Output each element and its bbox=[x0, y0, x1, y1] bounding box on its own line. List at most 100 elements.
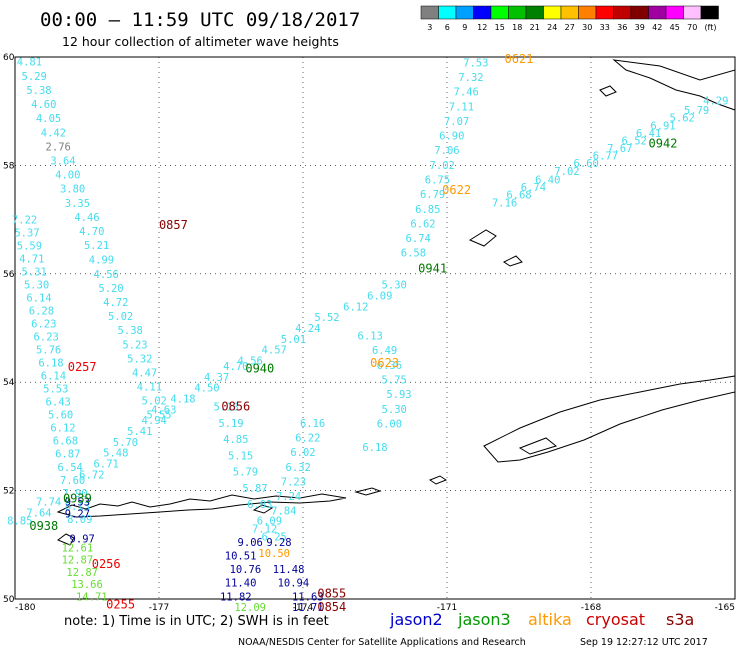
swh-value: 6.58 bbox=[401, 248, 426, 260]
lon-tick-label: -180 bbox=[15, 603, 36, 613]
swh-value: 6.90 bbox=[439, 131, 464, 143]
swh-value: 6.16 bbox=[300, 418, 325, 430]
swh-value: 6.75 bbox=[425, 174, 450, 186]
wave-height-values: 4.81 5.29 5.38 4.60 4.05 4.42 2.76 3.64 4.00 3.80… bbox=[7, 52, 728, 614]
swh-value: 5.31 bbox=[22, 267, 47, 279]
pass-time-label: 0855 bbox=[317, 587, 346, 601]
swh-value: 4.63 bbox=[151, 404, 176, 416]
lon-tick-label: -165 bbox=[715, 603, 735, 613]
legend-swatch bbox=[683, 5, 702, 20]
swh-value: 6.91 bbox=[650, 120, 675, 132]
swh-value: 7.53 bbox=[463, 57, 488, 69]
swh-value: 9.97 bbox=[70, 533, 95, 545]
swh-value: 6.28 bbox=[29, 306, 54, 318]
swh-value: 4.70 bbox=[223, 361, 248, 373]
swh-value: 4.42 bbox=[41, 127, 66, 139]
swh-value: 7.23 bbox=[281, 476, 306, 488]
lon-tick-label: -177 bbox=[149, 603, 169, 613]
legend-label: 27 bbox=[565, 23, 575, 32]
swh-value: 7.32 bbox=[458, 72, 483, 84]
swh-value: 5.41 bbox=[127, 426, 152, 438]
swh-value: 3.80 bbox=[60, 184, 85, 196]
swh-value: 4.56 bbox=[94, 269, 119, 281]
swh-value: 3.64 bbox=[50, 156, 75, 168]
pass-time-label: 0854 bbox=[317, 600, 346, 614]
swh-value: 6.62 bbox=[410, 218, 435, 230]
swh-value: 3.35 bbox=[65, 198, 90, 210]
swh-value: 6.23 bbox=[34, 332, 59, 344]
swh-value: 5.32 bbox=[127, 353, 152, 365]
swh-value: 10.94 bbox=[278, 578, 310, 590]
swh-value: 5.52 bbox=[314, 312, 339, 324]
swh-value: 4.24 bbox=[295, 323, 320, 335]
satellite-label: jason2 bbox=[389, 610, 443, 629]
lat-tick-label: 58 bbox=[3, 161, 15, 171]
swh-value: 5.15 bbox=[228, 450, 253, 462]
swh-value: 5.37 bbox=[14, 228, 39, 240]
legend-label: 30 bbox=[582, 23, 592, 32]
swh-value: 6.79 bbox=[420, 189, 445, 201]
swh-value: 6.68 bbox=[506, 190, 531, 202]
swh-value: 7.12 bbox=[252, 524, 277, 536]
legend-swatch bbox=[665, 5, 684, 20]
legend-swatch bbox=[613, 5, 632, 20]
swh-value: 6.23 bbox=[31, 319, 56, 331]
footnote: note: 1) Time is in UTC; 2) SWH is in fe… bbox=[64, 614, 329, 629]
land-islands bbox=[56, 59, 736, 546]
swh-value: 4.50 bbox=[194, 383, 219, 395]
pass-time-label: 0940 bbox=[245, 362, 274, 376]
legend-label: 33 bbox=[600, 23, 610, 32]
pass-time-label: 0255 bbox=[106, 597, 135, 611]
swh-value: 5.20 bbox=[98, 283, 123, 295]
swh-value: 5.38 bbox=[26, 85, 51, 97]
legend-swatch bbox=[578, 5, 597, 20]
swh-value: 10.76 bbox=[230, 564, 262, 576]
legend-unit: (ft) bbox=[704, 23, 716, 32]
swh-value: 11.40 bbox=[225, 578, 257, 590]
swh-value: 12.09 bbox=[234, 602, 266, 614]
swh-value: 5.75 bbox=[382, 374, 407, 386]
swh-value: 4.70 bbox=[79, 226, 104, 238]
swh-value: 6.32 bbox=[286, 462, 311, 474]
legend-label: 21 bbox=[530, 23, 540, 32]
swh-value: 6.74 bbox=[406, 233, 431, 245]
satellite-label: cryosat bbox=[586, 610, 645, 629]
swh-value: 7.46 bbox=[454, 87, 479, 99]
swh-value: 10.51 bbox=[225, 551, 257, 563]
lat-tick-label: 50 bbox=[3, 595, 15, 605]
map-title: 00:00 – 11:59 UTC 09/18/2017 bbox=[40, 9, 360, 31]
legend-swatch bbox=[543, 5, 562, 20]
swh-value: 6.60 bbox=[574, 158, 599, 170]
legend-label: 12 bbox=[477, 23, 487, 32]
swh-value: 10.50 bbox=[258, 548, 290, 560]
swh-value: 14.71 bbox=[76, 591, 108, 603]
legend-swatch bbox=[455, 5, 474, 20]
swh-value: 5.19 bbox=[218, 418, 243, 430]
swh-value: 4.56 bbox=[238, 356, 263, 368]
swh-value: 6.52 bbox=[622, 135, 647, 147]
swh-value: 7.06 bbox=[434, 145, 459, 157]
legend-swatch bbox=[508, 5, 527, 20]
swh-value: 5.53 bbox=[43, 384, 68, 396]
swh-value: 9.27 bbox=[65, 508, 90, 520]
swh-value: 6.71 bbox=[94, 459, 119, 471]
swh-value: 6.12 bbox=[50, 423, 75, 435]
swh-value: 5.70 bbox=[113, 437, 138, 449]
swh-value: 5.76 bbox=[36, 345, 61, 357]
swh-value: 12.61 bbox=[62, 543, 94, 555]
swh-value: 4.05 bbox=[36, 113, 61, 125]
swh-value: 5.79 bbox=[233, 467, 258, 479]
swh-value: 11.71 bbox=[292, 602, 324, 614]
axis-ticks: 60 58 56 54 52 50-180 -177 -174 -171 -168 -165 bbox=[3, 53, 735, 613]
swh-value: 8.09 bbox=[67, 514, 92, 526]
swh-value: 6.22 bbox=[295, 432, 320, 444]
swh-value: 4.46 bbox=[74, 212, 99, 224]
lat-tick-label: 60 bbox=[3, 53, 15, 63]
legend-swatch bbox=[595, 5, 614, 20]
swh-value: 11.63 bbox=[292, 591, 324, 603]
swh-value: 4.81 bbox=[17, 56, 42, 68]
swh-value: 7.02 bbox=[554, 166, 579, 178]
swh-value: 6.12 bbox=[343, 301, 368, 313]
swh-value: 6.41 bbox=[636, 128, 661, 140]
swh-value: 6.40 bbox=[535, 174, 560, 186]
